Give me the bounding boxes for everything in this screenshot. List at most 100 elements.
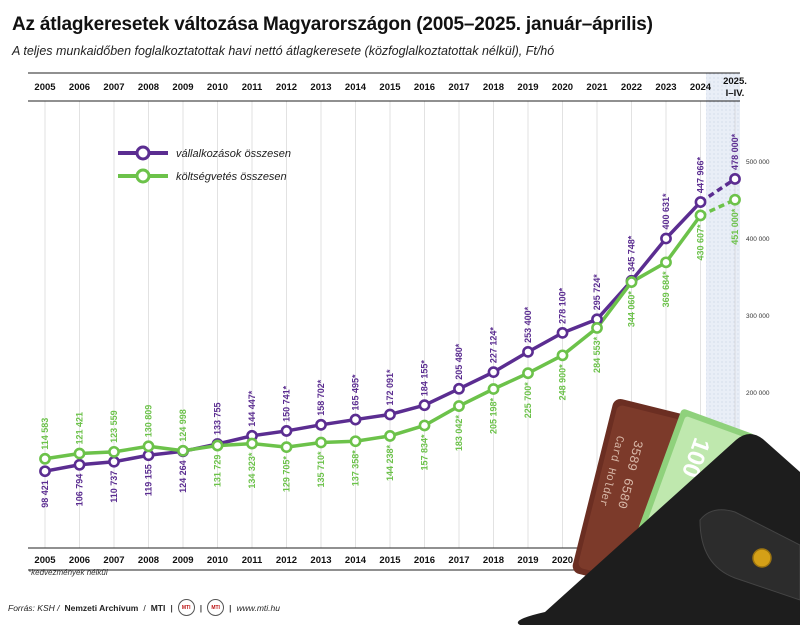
data-label-1: 225 700* [523, 382, 533, 419]
data-label-0: 295 724* [592, 274, 602, 311]
x-tick-label-top: 2008 [138, 82, 159, 93]
legend-marker-vallalkozasok [135, 145, 151, 161]
x-tick-label-top: 2017 [448, 82, 469, 93]
data-label-1: 430 607* [696, 224, 706, 261]
data-label-0: 124 264 [178, 460, 188, 493]
x-tick-label-top: 2015 [379, 82, 401, 93]
x-tick-label-bottom: 2016 [414, 555, 435, 566]
footer-divider: | [170, 602, 173, 613]
x-tick-label-top: 2018 [483, 82, 504, 93]
data-point-0 [453, 382, 465, 395]
data-point-1 [487, 383, 500, 395]
legend: vállalkozások összesen költségvetés össz… [118, 145, 291, 184]
data-label-1: 205 198* [489, 398, 499, 435]
data-label-0: 447 966* [696, 157, 706, 194]
data-point-1 [384, 430, 396, 442]
data-point-0 [487, 366, 500, 379]
data-point-0 [729, 173, 741, 185]
data-label-1: 114 583 [40, 418, 50, 450]
mti-logo-icon: MTI [177, 599, 195, 616]
data-label-1: 248 900* [558, 364, 568, 401]
wallet-illustration: 3589 6580 Card Holder 100 [517, 398, 800, 625]
data-point-0 [556, 326, 569, 339]
data-label-0: 278 100* [558, 287, 568, 324]
data-label-1: 131 729 [213, 455, 223, 488]
data-point-1 [211, 439, 224, 452]
data-point-1 [142, 440, 155, 453]
bottom-year-labels: 2005 2006 2007 2008 2009 2010 2011 2012 2013 2014… [34, 555, 608, 566]
wallet-clasp [752, 548, 772, 568]
x-tick-label-top: 2012 [276, 82, 297, 93]
x-tick-label-bottom: 2008 [138, 555, 159, 566]
data-label-1: 369 684* [661, 271, 671, 308]
page-subtitle: A teljes munkaidőben foglalkoztatottak h… [12, 44, 555, 58]
x-tick-label-bottom: 2020 [552, 555, 573, 566]
x-tick-label-top: 2005 [34, 82, 56, 93]
series-line-dashed-1 [699, 198, 736, 218]
data-label-1: 144 238* [385, 444, 395, 481]
data-label-0: 150 741* [282, 385, 292, 422]
data-label-0: 158 702* [316, 379, 326, 416]
series-data-labels: 98 421 106 794 110 737 119 155 124 264 133 75… [40, 133, 740, 507]
x-tick-label-top: 2013 [310, 82, 331, 93]
source-lead: Forrás: KSH / [8, 602, 60, 613]
y-axis-labels: 200 000 300 000 400 000 500 000 [746, 159, 770, 397]
data-label-1: 130 809 [144, 405, 154, 438]
x-tick-label-top: 2023 [655, 82, 676, 93]
data-point-1 [729, 193, 741, 206]
data-point-1 [694, 209, 707, 222]
data-point-1 [280, 441, 293, 454]
data-point-0 [384, 408, 396, 421]
data-label-1: 135 710* [316, 451, 326, 488]
data-point-1 [108, 445, 120, 458]
x-tick-label-bottom: 2017 [448, 555, 469, 566]
data-label-1: 137 358* [351, 450, 361, 487]
y-tick-label: 400 000 [746, 236, 770, 243]
data-point-1 [660, 256, 672, 269]
x-tick-label-top: 2006 [69, 82, 90, 93]
website-link[interactable]: www.mti.hu [236, 602, 280, 613]
x-tick-label-top: 2022 [621, 82, 642, 93]
data-point-0 [660, 232, 672, 245]
data-label-0: 253 400* [523, 306, 533, 343]
wallet-flap [699, 509, 800, 601]
legend-label-koltsegvetes: költségvetés összesen [176, 171, 287, 183]
data-point-1 [349, 435, 362, 448]
source-mti: MTI [150, 602, 166, 613]
data-point-0 [108, 455, 120, 468]
data-label-1: 451 000* [730, 208, 740, 245]
footer-divider: | [199, 602, 203, 613]
data-point-0 [418, 399, 431, 412]
data-label-0: 98 421 [40, 480, 50, 508]
data-label-0: 106 794 [75, 474, 85, 507]
data-point-1 [591, 321, 603, 334]
data-label-0: 172 091* [385, 369, 395, 406]
data-label-0: 119 155 [144, 464, 154, 496]
data-point-1 [39, 452, 51, 465]
x-tick-label-top: 2020 [552, 82, 573, 93]
data-point-0 [694, 196, 707, 208]
data-point-0 [522, 345, 534, 358]
data-point-1 [453, 400, 465, 412]
footer: Forrás: KSH / Nemzeti Archívum / MTI | M… [8, 599, 280, 616]
data-label-1: 123 559 [109, 410, 119, 443]
data-point-1 [73, 447, 86, 460]
x-tick-label-top: 2019 [517, 82, 538, 93]
legend-marker-koltsegvetes [135, 168, 151, 184]
series-points [39, 173, 741, 478]
source-archive: Nemzeti Archívum [64, 602, 139, 613]
data-point-1 [418, 419, 431, 432]
series-line-dashed-0 [699, 177, 736, 204]
x-tick-label-top: 2007 [103, 82, 124, 93]
data-point-1 [246, 437, 258, 450]
x-tick-label-top: 2011 [242, 82, 263, 93]
footer-divider: | [229, 602, 232, 613]
data-label-1: 134 323* [247, 452, 257, 489]
data-point-1 [625, 276, 638, 288]
x-tick-label-bottom: 2013 [310, 555, 331, 566]
data-label-0: 478 000* [730, 133, 740, 170]
data-label-0: 133 755 [213, 402, 223, 435]
source-separator: / [143, 602, 146, 613]
